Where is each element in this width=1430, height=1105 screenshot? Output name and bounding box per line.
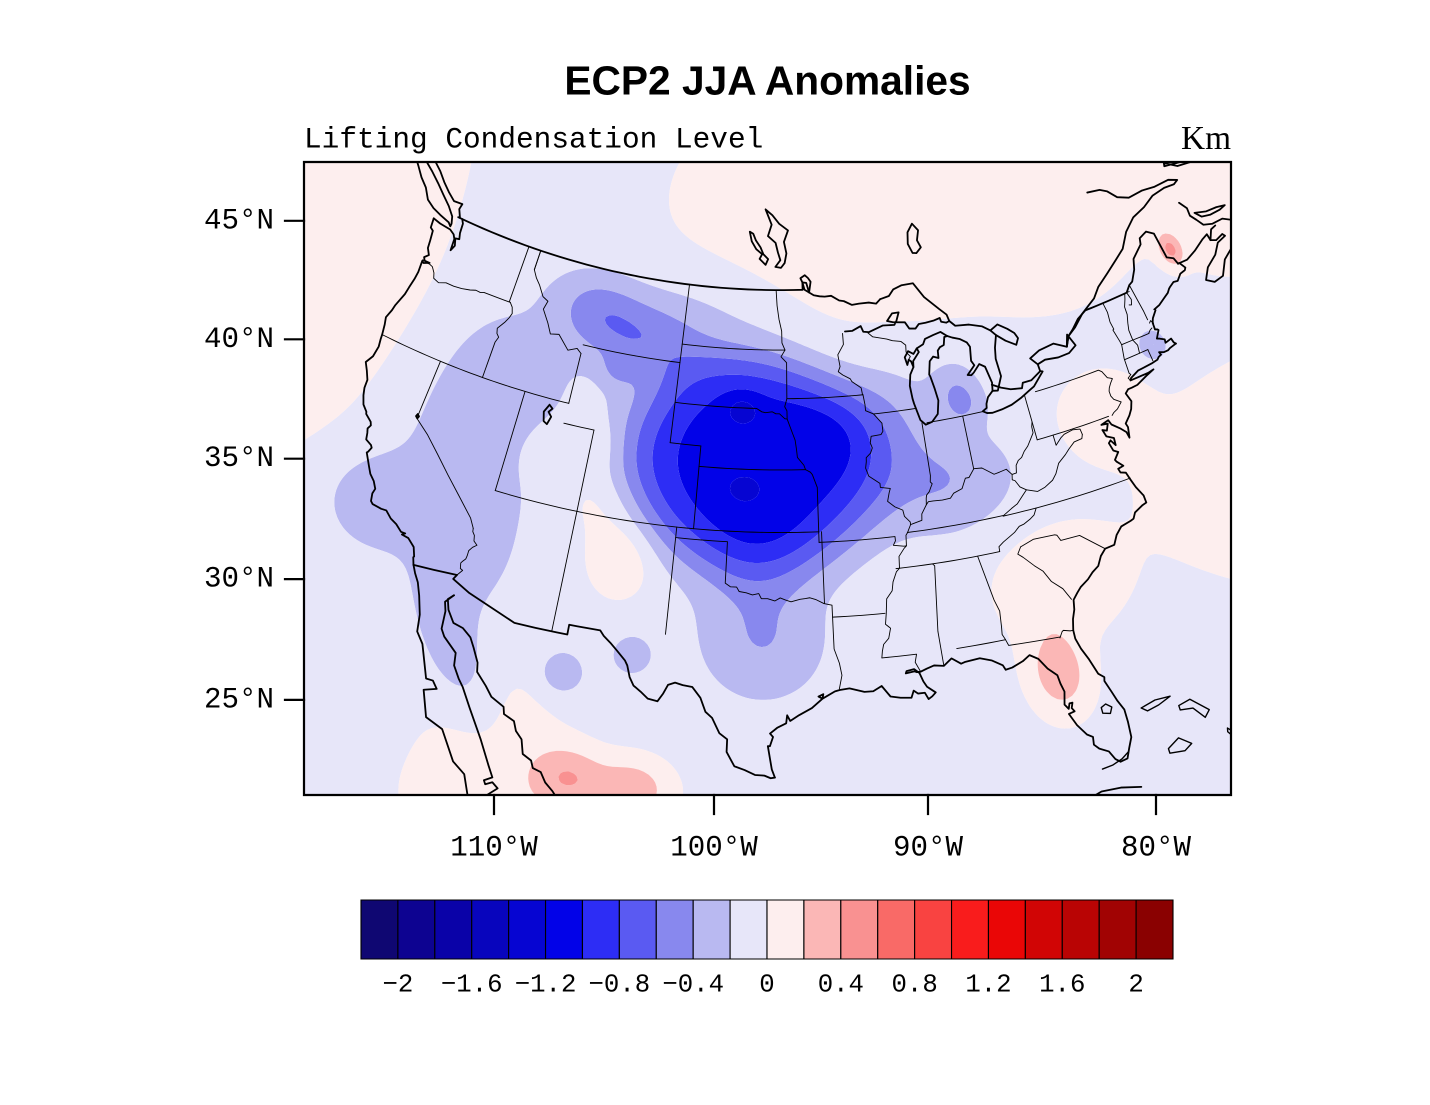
svg-text:80°W: 80°W <box>1121 832 1191 865</box>
svg-text:0.8: 0.8 <box>892 971 938 1000</box>
svg-text:100°W: 100°W <box>670 832 758 865</box>
svg-text:−1.6: −1.6 <box>441 971 503 1000</box>
svg-text:−1.2: −1.2 <box>515 971 577 1000</box>
svg-text:110°W: 110°W <box>450 832 538 865</box>
svg-text:30°N: 30°N <box>204 563 274 596</box>
svg-text:1.6: 1.6 <box>1039 971 1085 1000</box>
svg-text:25°N: 25°N <box>204 683 274 716</box>
svg-text:1.2: 1.2 <box>965 971 1011 1000</box>
svg-text:2: 2 <box>1128 971 1143 1000</box>
svg-text:−2: −2 <box>382 971 413 1000</box>
svg-text:40°N: 40°N <box>204 323 274 356</box>
svg-text:Km: Km <box>1181 120 1231 157</box>
svg-text:Lifting Condensation Level: Lifting Condensation Level <box>304 123 763 157</box>
svg-text:90°W: 90°W <box>893 832 963 865</box>
svg-text:ECP2 JJA Anomalies: ECP2 JJA Anomalies <box>564 58 970 104</box>
svg-text:45°N: 45°N <box>204 204 274 237</box>
svg-text:35°N: 35°N <box>204 442 274 475</box>
svg-text:−0.4: −0.4 <box>662 971 724 1000</box>
svg-text:0.4: 0.4 <box>818 971 864 1000</box>
svg-text:0: 0 <box>759 971 774 1000</box>
svg-text:−0.8: −0.8 <box>589 971 651 1000</box>
